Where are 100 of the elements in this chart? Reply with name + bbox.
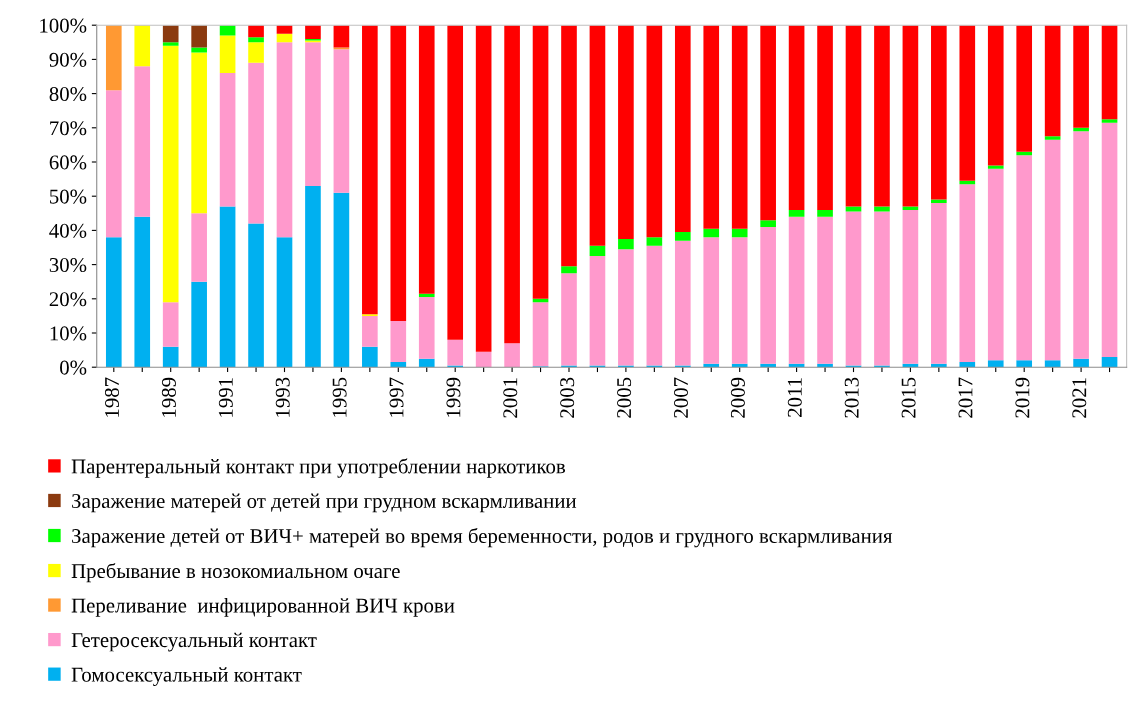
- bar: [1044, 139, 1061, 361]
- x-tick-label: 2011: [787, 378, 802, 417]
- bar: [475, 25, 492, 352]
- bar: [1101, 356, 1118, 368]
- legend-label: Пребывание в нозокомиальном очаге: [71, 562, 400, 583]
- bar: [305, 25, 321, 39]
- bar: [931, 203, 947, 364]
- bar: [874, 25, 890, 207]
- bar: [162, 346, 179, 368]
- bar: [219, 35, 236, 74]
- bar: [1016, 155, 1033, 361]
- bar: [589, 256, 606, 366]
- bar: [703, 228, 720, 238]
- bar: [248, 223, 264, 368]
- x-tick-label: 1997: [389, 377, 404, 417]
- bar: [561, 25, 577, 267]
- bar: [248, 25, 264, 38]
- x-tick-label: 1999: [446, 377, 461, 417]
- y-tick-label: 30%: [49, 257, 87, 273]
- x-tick-label: 1991: [218, 378, 233, 417]
- bar: [418, 358, 435, 368]
- bar: [191, 25, 207, 48]
- bar: [902, 209, 919, 364]
- x-tick-label: 2007: [673, 377, 689, 418]
- y-tick-label: 10%: [50, 326, 87, 341]
- bar: [191, 213, 207, 282]
- bar: [532, 25, 549, 299]
- bar: [902, 206, 919, 210]
- bar: [333, 192, 350, 368]
- bar: [760, 226, 776, 364]
- bar: [589, 25, 606, 246]
- y-tick-label: 20%: [49, 292, 87, 307]
- bar: [276, 42, 293, 238]
- bar: [1044, 360, 1061, 368]
- bar: [788, 209, 805, 217]
- bar: [248, 42, 264, 63]
- bar: [703, 25, 720, 229]
- bar: [162, 45, 179, 303]
- bar: [646, 25, 663, 238]
- bar: [646, 237, 663, 246]
- bar: [362, 315, 378, 347]
- bar: [561, 266, 577, 274]
- bar: [589, 245, 606, 257]
- bar: [276, 33, 293, 43]
- y-tick-label: 90%: [49, 52, 87, 67]
- bar: [674, 25, 691, 233]
- bar: [248, 37, 264, 43]
- bar: [987, 25, 1004, 166]
- bar: [817, 209, 833, 217]
- bar: [1044, 136, 1061, 140]
- x-tick-label: 2003: [560, 377, 575, 418]
- bar: [618, 25, 634, 239]
- x-tick-label: 1987: [104, 377, 120, 417]
- bar: [191, 52, 207, 214]
- bar: [305, 42, 321, 186]
- bar: [1073, 131, 1089, 359]
- bar: [1044, 25, 1061, 137]
- x-tick-label: 2009: [730, 377, 745, 418]
- bar: [1101, 25, 1118, 120]
- bar: [874, 206, 890, 212]
- bar: [731, 25, 748, 229]
- bar: [162, 42, 179, 46]
- x-tick-label: 1993: [275, 377, 290, 417]
- bar: [162, 302, 179, 347]
- bar: [333, 49, 350, 193]
- bar: [105, 237, 122, 368]
- bar: [845, 25, 862, 207]
- bar: [162, 25, 179, 43]
- bar: [418, 25, 435, 294]
- y-tick-label: 40%: [49, 223, 87, 238]
- bar: [134, 216, 151, 368]
- bar: [817, 25, 833, 210]
- y-tick-label: 50%: [50, 189, 87, 204]
- bar: [1101, 122, 1118, 357]
- bar: [845, 206, 862, 212]
- bar: [760, 25, 776, 221]
- bar: [817, 216, 833, 364]
- bar: [731, 237, 748, 364]
- bar: [1016, 360, 1033, 368]
- x-tick-label: 2019: [1015, 377, 1030, 418]
- legend-label: Заражение детей от ВИЧ+ матерей во время беременности, родов и грудного вскармливания: [72, 527, 893, 548]
- bar: [1016, 25, 1033, 152]
- bar: [305, 185, 321, 368]
- bar: [134, 25, 151, 67]
- bar: [931, 25, 947, 200]
- bar: [959, 25, 976, 181]
- bar: [674, 240, 691, 366]
- bar: [447, 339, 464, 366]
- y-tick-label: 60%: [49, 155, 87, 170]
- bar: [646, 245, 663, 366]
- bar: [788, 216, 805, 364]
- bar: [987, 168, 1004, 361]
- bar: [191, 47, 207, 53]
- x-tick-label: 2013: [844, 377, 859, 418]
- y-tick-label: 80%: [49, 86, 87, 102]
- bar: [532, 302, 549, 367]
- legend-label: Гомосексуальный контакт: [71, 667, 302, 686]
- x-tick-label: 1989: [161, 377, 176, 417]
- bar: [618, 249, 634, 366]
- bar: [219, 73, 236, 207]
